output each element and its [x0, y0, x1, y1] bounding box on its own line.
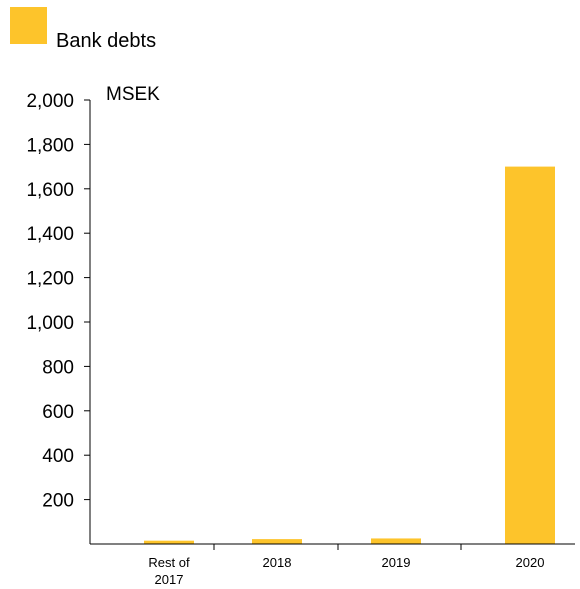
- y-tick-label: 1,000: [26, 313, 74, 334]
- y-tick-label: 2,000: [26, 91, 74, 112]
- y-tick-label: 200: [42, 491, 74, 512]
- x-tick-label: Rest of 2017: [148, 555, 190, 587]
- y-tick-label: 1,200: [26, 269, 74, 290]
- y-tick-label: 800: [42, 357, 74, 378]
- y-tick-label: 400: [42, 446, 74, 467]
- legend-label: Bank debts: [56, 30, 156, 52]
- y-axis: 200 400 600 800 1,000 1,200 1,400 1,600 1,800 2,0…: [26, 91, 91, 544]
- y-tick-label: 1,400: [26, 224, 74, 245]
- x-tick-label: 2019: [382, 555, 411, 570]
- x-axis: Rest of 2017 2018 2019 2020: [90, 543, 575, 587]
- legend: Bank debts: [10, 7, 156, 52]
- legend-swatch: [10, 7, 47, 44]
- x-tick-label: 2020: [516, 555, 545, 570]
- bar: [371, 538, 421, 544]
- bars: [144, 166, 555, 544]
- y-tick-label: 1,600: [26, 180, 74, 201]
- y-tick-label: 600: [42, 402, 74, 423]
- x-tick-label: 2018: [263, 555, 292, 570]
- y-axis-unit-label: MSEK: [106, 84, 160, 105]
- bar: [252, 539, 302, 544]
- y-tick-label: 1,800: [26, 135, 74, 156]
- bar: [144, 540, 194, 544]
- bar: [505, 166, 555, 544]
